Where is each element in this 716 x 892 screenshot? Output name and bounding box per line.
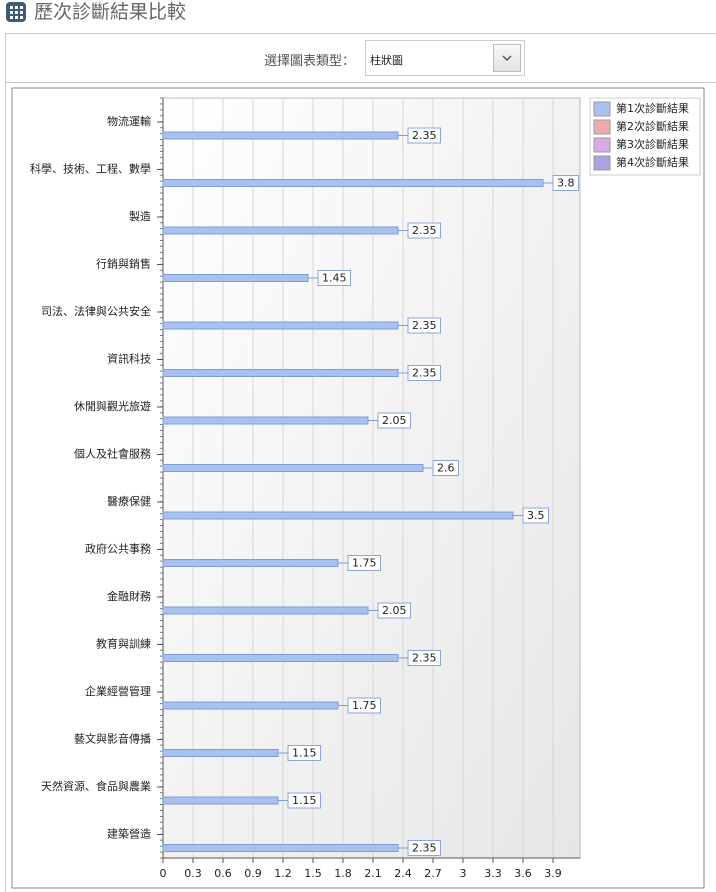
filter-label: 選擇圖表類型： bbox=[263, 54, 355, 69]
x-tick-label: 3.9 bbox=[544, 867, 562, 880]
y-tick-label: 資訊科技 bbox=[107, 352, 151, 366]
value-label-box bbox=[347, 697, 381, 714]
value-label-box bbox=[407, 127, 441, 144]
legend-swatch bbox=[593, 119, 611, 135]
bar bbox=[162, 226, 399, 235]
y-tick-label: 政府公共事務 bbox=[85, 542, 151, 556]
value-label: 2.6 bbox=[437, 462, 455, 475]
y-tick-label: 藝文與影音傳播 bbox=[74, 732, 151, 746]
y-tick-label: 科學、技術、工程、數學 bbox=[30, 162, 151, 176]
value-label-box bbox=[287, 792, 321, 809]
bar bbox=[162, 654, 399, 662]
bar bbox=[162, 416, 369, 425]
value-label: 1.75 bbox=[352, 557, 377, 570]
x-tick-label: 0 bbox=[160, 867, 167, 880]
y-tick-label: 教育與訓練 bbox=[96, 637, 151, 651]
value-label: 2.35 bbox=[412, 652, 437, 665]
y-tick-label: 行銷與銷售 bbox=[96, 257, 151, 271]
separator bbox=[5, 82, 716, 83]
value-label-box bbox=[552, 175, 579, 191]
legend-swatch bbox=[593, 137, 611, 153]
x-tick-label: 1.5 bbox=[304, 867, 322, 880]
x-tick-label: 2.4 bbox=[394, 867, 412, 880]
x-tick-label: 0.9 bbox=[244, 867, 262, 880]
x-tick-label: 0.3 bbox=[184, 867, 202, 880]
bar bbox=[162, 749, 279, 757]
bar bbox=[162, 369, 399, 377]
value-label-box bbox=[522, 507, 549, 524]
bar bbox=[162, 701, 339, 710]
chevron bbox=[502, 55, 512, 62]
chart-type-select[interactable]: 柱狀圖 bbox=[365, 40, 525, 76]
value-label-box bbox=[407, 222, 441, 239]
plot-area bbox=[162, 97, 581, 859]
y-tick-label: 天然資源、食品與農業 bbox=[41, 779, 151, 793]
value-label-box bbox=[407, 365, 441, 381]
x-tick-label: 0.6 bbox=[214, 867, 232, 880]
y-tick-label: 醫療保健 bbox=[107, 494, 151, 508]
value-label: 2.35 bbox=[412, 367, 437, 380]
page-title: 歷次診斷結果比較 bbox=[34, 1, 187, 23]
x-tick-label: 2.1 bbox=[364, 867, 382, 880]
y-tick-label: 製造 bbox=[129, 209, 151, 223]
x-tick-label: 1.8 bbox=[334, 867, 352, 880]
bar bbox=[162, 796, 279, 805]
value-label: 1.15 bbox=[292, 747, 317, 760]
value-label-box bbox=[432, 460, 459, 476]
value-label-box bbox=[377, 412, 411, 429]
value-label-box bbox=[347, 555, 381, 571]
value-label-box bbox=[407, 840, 441, 856]
bar bbox=[162, 274, 309, 282]
y-tick-label: 金融財務 bbox=[107, 589, 151, 603]
legend-swatch bbox=[593, 101, 611, 117]
value-label-box bbox=[377, 602, 411, 619]
dropdown-button[interactable] bbox=[493, 44, 521, 72]
x-tick-label: 1.2 bbox=[274, 867, 292, 880]
legend-label: 第1次診斷結果 bbox=[616, 101, 689, 115]
legend-label: 第3次診斷結果 bbox=[616, 137, 689, 151]
y-tick-label: 休閒與觀光旅遊 bbox=[74, 399, 151, 413]
bar bbox=[162, 606, 369, 615]
value-label-box bbox=[317, 270, 351, 286]
value-label: 2.35 bbox=[412, 224, 437, 237]
value-label: 1.15 bbox=[292, 794, 317, 807]
y-tick-label: 企業經營管理 bbox=[85, 684, 151, 698]
app-icon bbox=[6, 2, 26, 22]
legend-swatch bbox=[593, 155, 611, 171]
value-label-box bbox=[287, 745, 321, 761]
bar bbox=[162, 321, 399, 330]
x-tick-label: 2.7 bbox=[424, 867, 442, 880]
y-tick-label: 個人及社會服務 bbox=[74, 447, 151, 461]
x-tick-label: 3.3 bbox=[484, 867, 502, 880]
legend-label: 第4次診斷結果 bbox=[616, 155, 689, 169]
value-label: 2.35 bbox=[412, 319, 437, 332]
value-label: 1.75 bbox=[352, 699, 377, 712]
y-tick-label: 建築營造 bbox=[107, 827, 151, 841]
value-label-box bbox=[407, 317, 441, 334]
x-tick-label: 3.6 bbox=[514, 867, 532, 880]
legend-label: 第2次診斷結果 bbox=[616, 119, 689, 133]
bar bbox=[162, 844, 399, 852]
value-label: 3.5 bbox=[527, 509, 545, 522]
bar bbox=[162, 179, 544, 187]
value-label: 3.8 bbox=[557, 177, 575, 190]
value-label: 1.45 bbox=[322, 272, 347, 285]
value-label-box bbox=[407, 650, 441, 666]
y-tick-label: 物流運輸 bbox=[107, 114, 151, 128]
value-label: 2.05 bbox=[382, 604, 407, 617]
value-label: 2.35 bbox=[412, 129, 437, 142]
bar bbox=[162, 511, 514, 520]
y-tick-label: 司法、法律與公共安全 bbox=[41, 304, 151, 318]
bar bbox=[162, 559, 339, 567]
x-tick-label: 3 bbox=[460, 867, 467, 880]
select-value: 柱狀圖 bbox=[370, 54, 403, 67]
icon-grid bbox=[10, 6, 23, 19]
value-label: 2.05 bbox=[382, 414, 407, 427]
panel bbox=[5, 33, 716, 892]
value-label: 2.35 bbox=[412, 842, 437, 855]
bar bbox=[162, 464, 424, 472]
bar bbox=[162, 131, 399, 140]
